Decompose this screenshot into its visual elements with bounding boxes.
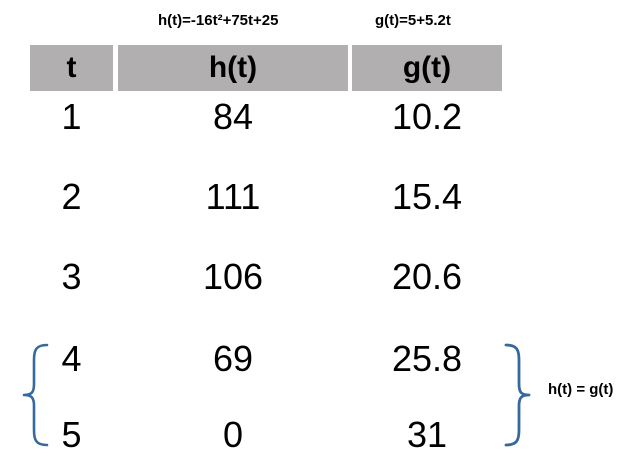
- table-row: 2 111 15.4: [0, 175, 633, 219]
- cell-t: 2: [61, 176, 82, 217]
- cell-t: 1: [61, 96, 82, 137]
- table-header-g: g(t): [352, 45, 502, 91]
- cell-g: 25.8: [391, 338, 463, 379]
- cell-g: 15.4: [391, 176, 463, 217]
- cell-t: 5: [61, 414, 82, 455]
- h-equals-g-label: h(t) = g(t): [548, 381, 614, 398]
- table-header-h: h(t): [118, 45, 348, 91]
- right-curly-brace-icon: [503, 342, 533, 448]
- left-curly-brace-path: [22, 343, 49, 447]
- table-row: 4 69 25.8: [0, 337, 633, 381]
- cell-g: 31: [406, 414, 448, 455]
- h-function-formula: h(t)=-16t²+75t+25: [158, 12, 279, 29]
- cell-h: 0: [222, 414, 244, 455]
- table-row: 1 84 10.2: [0, 95, 633, 139]
- g-function-formula: g(t)=5+5.2t: [375, 12, 451, 29]
- cell-t: 3: [61, 256, 82, 297]
- cell-t: 4: [61, 338, 82, 379]
- cell-g: 20.6: [391, 256, 463, 297]
- cell-h: 106: [202, 256, 264, 297]
- right-curly-brace-path: [504, 343, 531, 447]
- cell-h: 84: [212, 96, 254, 137]
- table-row: 5 0 31: [0, 413, 633, 457]
- table-header-t: t: [30, 45, 113, 91]
- left-curly-brace-icon: [20, 342, 50, 448]
- cell-h: 69: [212, 338, 254, 379]
- cell-g: 10.2: [391, 96, 463, 137]
- table-row: 3 106 20.6: [0, 255, 633, 299]
- cell-h: 111: [205, 176, 261, 217]
